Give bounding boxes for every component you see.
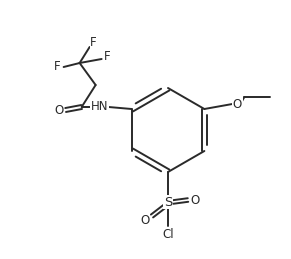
Text: S: S	[164, 196, 172, 208]
Text: O: O	[190, 193, 200, 206]
Text: F: F	[54, 61, 61, 74]
Text: F: F	[104, 51, 111, 63]
Text: O: O	[140, 213, 150, 227]
Text: HN: HN	[91, 100, 108, 113]
Text: O: O	[54, 104, 63, 118]
Text: Cl: Cl	[162, 227, 174, 241]
Text: O: O	[233, 97, 242, 111]
Text: F: F	[90, 37, 97, 49]
